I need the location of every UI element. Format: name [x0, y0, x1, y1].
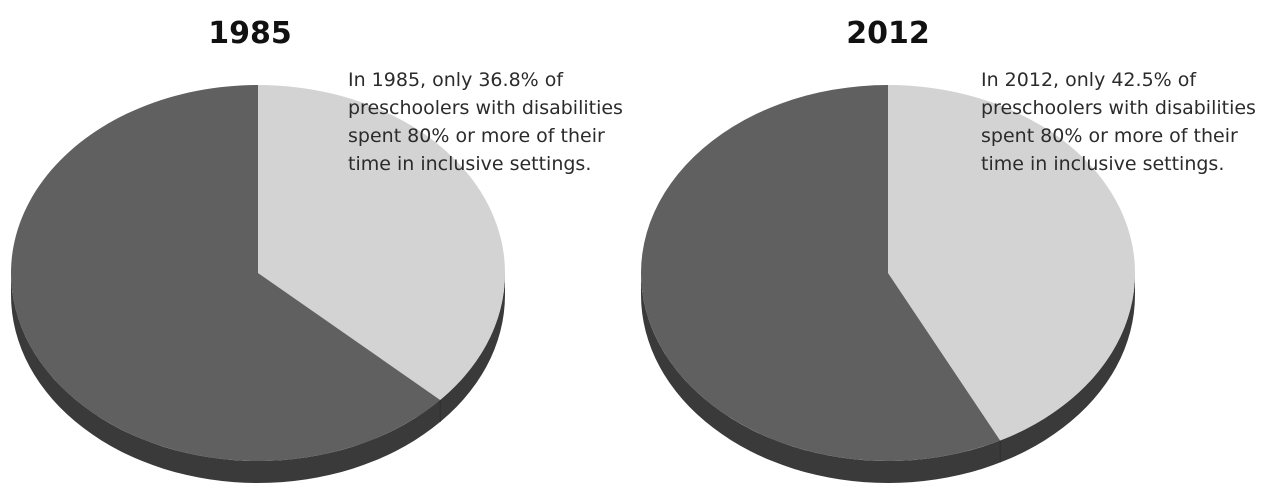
chart-title-2012: 2012 — [846, 16, 930, 51]
annotation-2012-line-2: preschoolers with disabilities — [981, 97, 1256, 119]
annotation-1985-line-4: time in inclusive settings. — [348, 153, 591, 175]
annotation-2012-line-1: In 2012, only 42.5% of — [981, 69, 1197, 91]
annotation-1985-line-2: preschoolers with disabilities — [348, 97, 623, 119]
chart-title-1985: 1985 — [208, 16, 292, 51]
pie-chart-1985: 1985 In 1985, only 36.8% of preschoolers… — [11, 16, 629, 483]
pie-chart-2012: 2012 In 2012, only 42.5% of preschoolers… — [641, 16, 1262, 483]
annotation-1985-line-1: In 1985, only 36.8% of — [348, 69, 564, 91]
annotation-1985-line-3: spent 80% or more of their — [348, 125, 605, 147]
annotation-2012-line-3: spent 80% or more of their — [981, 125, 1238, 147]
annotation-2012-line-4: time in inclusive settings. — [981, 153, 1224, 175]
